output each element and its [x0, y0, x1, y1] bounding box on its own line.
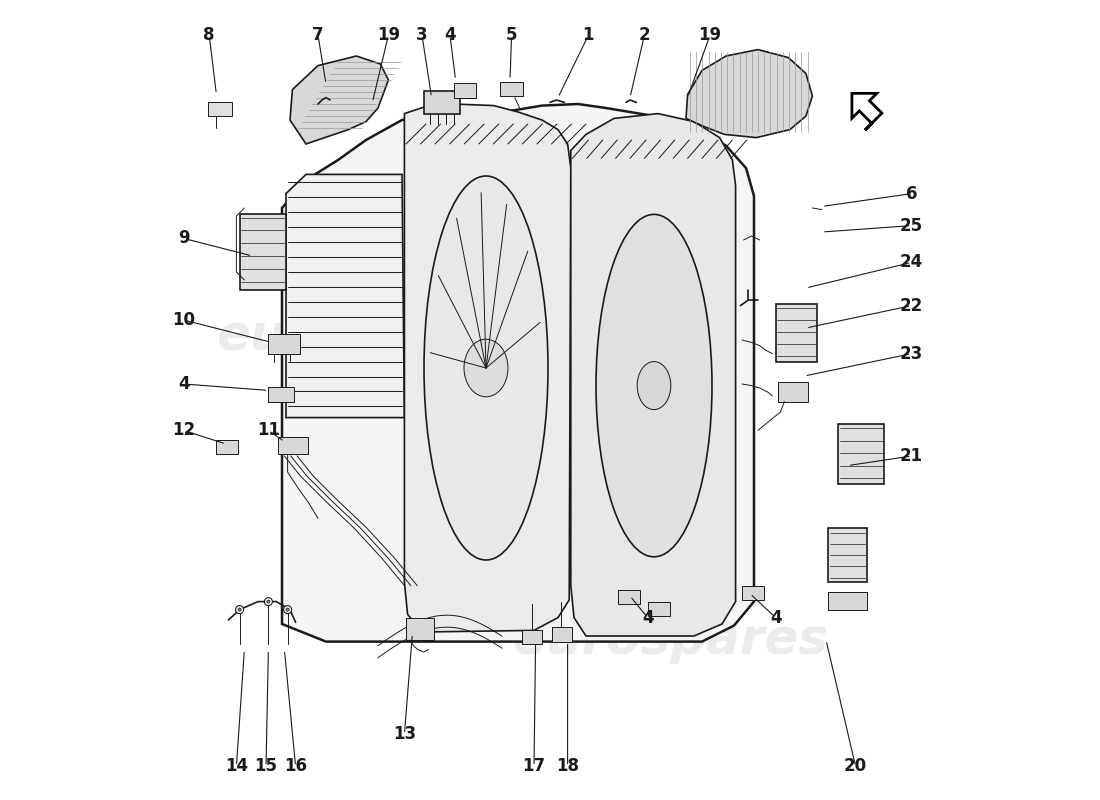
Text: 25: 25: [900, 217, 923, 234]
Bar: [500, 82, 522, 96]
Ellipse shape: [637, 362, 671, 410]
Ellipse shape: [424, 176, 548, 560]
Bar: [268, 387, 294, 402]
Text: 20: 20: [844, 758, 867, 775]
Text: 10: 10: [172, 311, 195, 329]
Ellipse shape: [284, 606, 292, 614]
Ellipse shape: [596, 214, 712, 557]
Text: 7: 7: [312, 26, 323, 44]
Bar: [778, 382, 808, 402]
Polygon shape: [851, 94, 882, 130]
Polygon shape: [282, 104, 754, 642]
Text: 4: 4: [444, 26, 455, 44]
Bar: [522, 630, 542, 644]
Ellipse shape: [286, 608, 289, 611]
Bar: [208, 102, 232, 116]
Text: 23: 23: [900, 345, 923, 362]
Text: 19: 19: [698, 26, 722, 44]
Text: 3: 3: [416, 26, 428, 44]
Bar: [551, 627, 572, 642]
Bar: [406, 618, 434, 640]
Text: 22: 22: [900, 297, 923, 314]
Polygon shape: [405, 104, 571, 632]
Bar: [776, 304, 817, 362]
Text: 12: 12: [172, 422, 195, 439]
Bar: [618, 590, 640, 604]
Ellipse shape: [464, 339, 508, 397]
Bar: [268, 334, 300, 354]
Text: 19: 19: [377, 26, 400, 44]
Ellipse shape: [264, 598, 273, 606]
Text: 18: 18: [557, 758, 579, 775]
Text: 5: 5: [506, 26, 517, 44]
Polygon shape: [686, 50, 813, 138]
Bar: [828, 592, 867, 610]
Bar: [828, 528, 867, 582]
Text: 9: 9: [178, 230, 189, 247]
Polygon shape: [286, 174, 405, 418]
Text: 14: 14: [224, 758, 248, 775]
Text: 4: 4: [770, 609, 781, 626]
Text: 8: 8: [204, 26, 214, 44]
Text: 4: 4: [178, 375, 189, 393]
Bar: [424, 91, 460, 114]
Text: 6: 6: [905, 185, 917, 202]
Bar: [454, 83, 476, 98]
Bar: [648, 602, 670, 616]
Polygon shape: [571, 114, 736, 636]
Text: eurospares: eurospares: [512, 616, 828, 664]
Text: 15: 15: [254, 758, 277, 775]
Text: 21: 21: [900, 447, 923, 465]
Bar: [216, 440, 238, 454]
Text: 1: 1: [583, 26, 594, 44]
Ellipse shape: [235, 606, 243, 614]
Bar: [742, 586, 764, 600]
Text: 16: 16: [284, 758, 307, 775]
Bar: [838, 424, 884, 484]
Text: 4: 4: [641, 609, 653, 626]
Text: eurospares: eurospares: [216, 312, 532, 360]
Text: 2: 2: [639, 26, 650, 44]
Text: 17: 17: [522, 758, 546, 775]
Bar: [240, 214, 286, 290]
Text: 24: 24: [900, 254, 923, 271]
Text: 11: 11: [257, 422, 279, 439]
Polygon shape: [290, 56, 388, 144]
Ellipse shape: [238, 608, 241, 611]
Ellipse shape: [267, 600, 270, 603]
Text: 13: 13: [393, 726, 416, 743]
Bar: [278, 437, 308, 454]
